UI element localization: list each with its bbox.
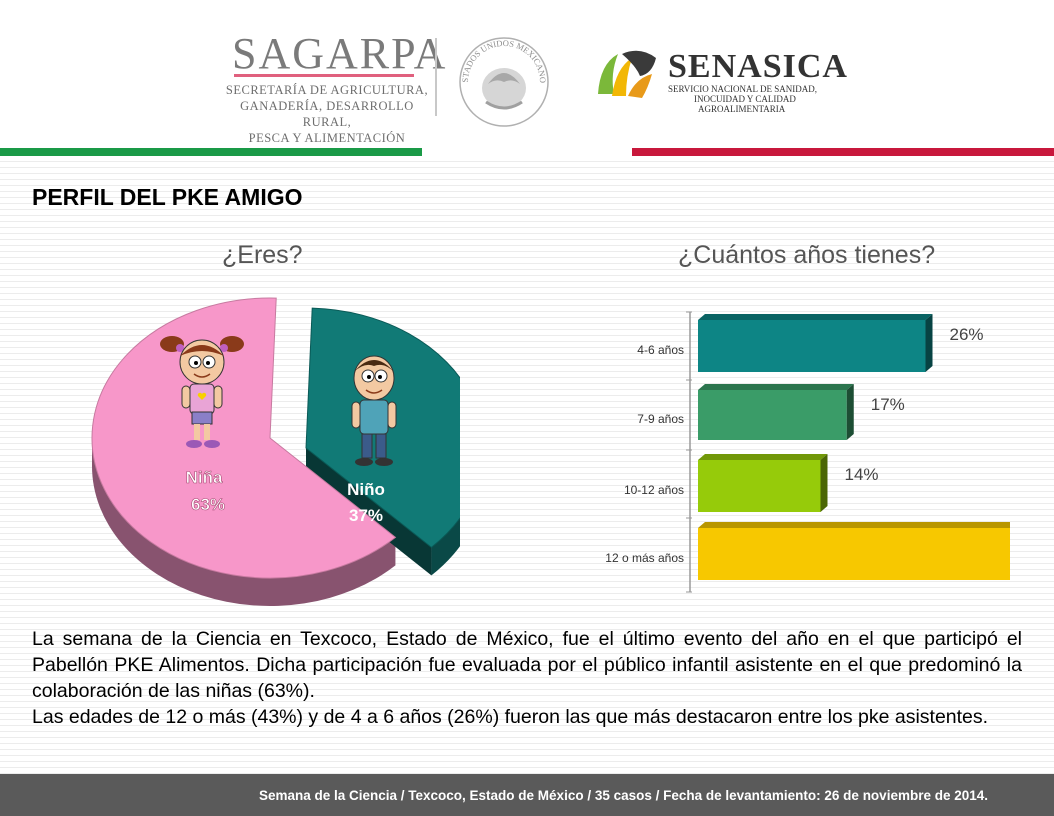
pie-slice-nino-side-face (431, 518, 460, 576)
bar-side-face (846, 384, 854, 440)
footer-text: Semana de la Ciencia / Texcoco, Estado d… (258, 788, 988, 803)
senasica-subtitle-line: INOCUIDAD Y CALIDAD (694, 94, 796, 104)
pie-chart-title: ¿Eres? (222, 241, 303, 269)
girl-icon (160, 336, 244, 448)
senasica-subtitle-line: SERVICIO NACIONAL DE SANIDAD, (668, 84, 817, 94)
bar-category-label: 12 o más años (605, 551, 684, 565)
page-title: PERFIL DEL PKE AMIGO (32, 184, 303, 210)
summary-paragraph: Las edades de 12 o más (43%) y de 4 a 6 … (32, 706, 989, 728)
pie-slice-nino-side-face (306, 448, 432, 576)
bar-2 (698, 390, 847, 440)
pie-label-nino: Niño (347, 480, 385, 499)
footer: Semana de la Ciencia / Texcoco, Estado d… (0, 774, 1054, 816)
red-band (632, 148, 1054, 156)
bar-value-label: 14% (845, 465, 879, 484)
pie-value-nina: 63% (191, 495, 225, 514)
sagarpa-logo-text: SAGARPA (232, 29, 448, 78)
bar-chart: 4-6 años 26% 7-9 años 17% 10-12 años 14% 12 o … (605, 311, 1010, 593)
pie-slice-nina-side-face (92, 438, 396, 606)
pie-slice-nino-side (306, 448, 460, 576)
bar-4 (698, 528, 1010, 580)
bar-top-face (698, 522, 1010, 528)
summary-paragraph: La semana de la Ciencia en Texcoco, Esta… (32, 628, 1022, 702)
logo-divider (435, 38, 437, 116)
pie-value-nino: 37% (349, 506, 383, 525)
bar-side-face (820, 454, 828, 512)
bar-side-face (925, 314, 933, 372)
bar-top-face (698, 314, 933, 320)
senasica-subtitle-line: AGROALIMENTARIA (698, 104, 786, 114)
bar-top-face (698, 384, 854, 390)
sagarpa-subtitle: SECRETARÍA DE AGRICULTURA, GANADERÍA, DE… (222, 82, 432, 146)
header: SAGARPA SECRETARÍA DE AGRICULTURA, GANAD… (0, 0, 1054, 160)
pie-label-nina: Niña (186, 468, 223, 487)
sagarpa-rule (234, 74, 414, 77)
bar-category-label: 4-6 años (637, 343, 684, 357)
bar-category-label: 7-9 años (637, 412, 684, 426)
bar-value-label: 17% (871, 395, 905, 414)
sagarpa-subtitle-line: PESCA Y ALIMENTACIÓN (248, 131, 406, 145)
senasica-logo-text: SENASICA (668, 48, 848, 85)
bar-3 (698, 460, 821, 512)
summary-text: La semana de la Ciencia en Texcoco, Esta… (32, 626, 1022, 730)
boy-icon (351, 355, 397, 466)
pie-chart: Niña 63% Niño 37% (91, 297, 460, 606)
green-band (0, 148, 422, 156)
bar-chart-title: ¿Cuántos años tienes? (678, 241, 936, 269)
bar-1 (698, 320, 926, 372)
pie-slice-nina-side (92, 438, 396, 606)
sagarpa-subtitle-line: SECRETARÍA DE AGRICULTURA, (225, 83, 429, 97)
bar-top-face (698, 454, 828, 460)
bar-category-label: 10-12 años (624, 483, 684, 497)
bar-value-label: 26% (950, 325, 984, 344)
senasica-logo-icon (598, 50, 656, 98)
senasica-subtitle: SERVICIO NACIONAL DE SANIDAD, INOCUIDAD … (668, 84, 838, 114)
pie-slice-nina (91, 297, 397, 579)
sagarpa-subtitle-line: GANADERÍA, DESARROLLO RURAL, (240, 99, 414, 129)
